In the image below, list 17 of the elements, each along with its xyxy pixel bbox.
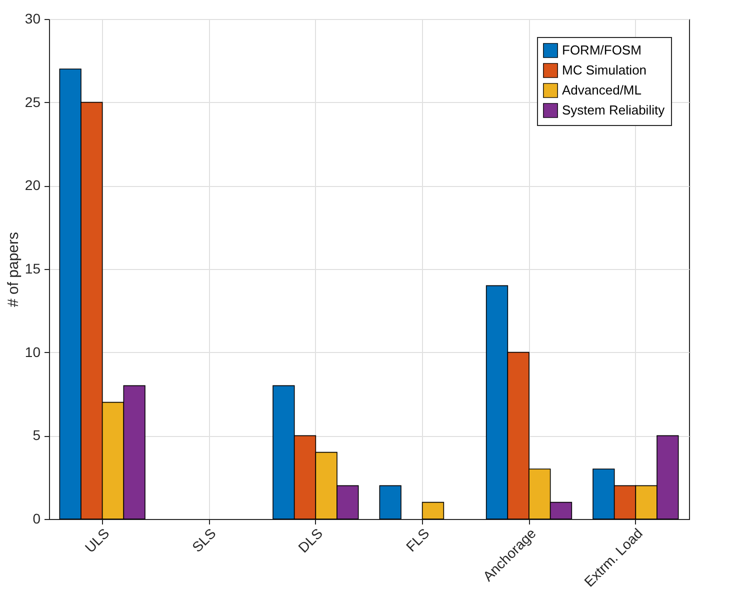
legend-label: MC Simulation	[562, 62, 647, 78]
y-tick-label: 30	[24, 10, 41, 26]
bar	[422, 502, 444, 520]
y-tick-label: 25	[24, 94, 41, 110]
y-tick-label: 15	[24, 260, 41, 276]
x-tick-label: FLS	[402, 525, 432, 555]
bar	[379, 485, 402, 520]
legend-label: System Reliability	[562, 102, 666, 118]
x-tick-label: ULS	[82, 525, 112, 556]
y-axis-title: # of papers	[4, 232, 22, 308]
legend-label: FORM/FOSM	[562, 42, 642, 58]
y-tick-label: 10	[24, 344, 41, 360]
legend-label: Advanced/ML	[562, 82, 642, 98]
y-tick-label: 5	[32, 427, 41, 444]
y-tick-label: 0	[32, 510, 41, 526]
y-tick-label: 20	[24, 177, 41, 194]
x-tick-label: SLS	[188, 525, 219, 556]
